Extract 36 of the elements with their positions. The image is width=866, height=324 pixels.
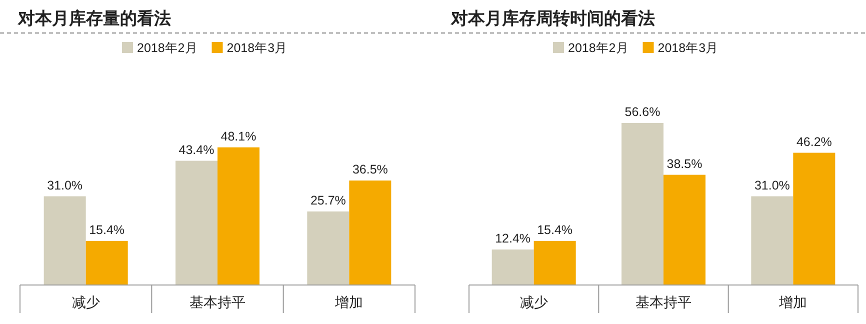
bar — [664, 174, 706, 285]
bar — [86, 240, 128, 285]
bar — [534, 240, 576, 285]
data-label: 56.6% — [624, 105, 660, 119]
chart-title: 对本月库存量的看法 — [17, 9, 171, 28]
data-label: 31.0% — [47, 178, 83, 192]
data-label: 48.1% — [220, 129, 256, 144]
data-label: 38.5% — [666, 156, 702, 171]
chart-title: 对本月库存周转时间的看法 — [450, 9, 655, 28]
data-label: 15.4% — [89, 222, 125, 237]
bar — [622, 123, 664, 285]
legend-label: 2018年3月 — [226, 41, 288, 55]
data-label: 12.4% — [495, 232, 531, 246]
x-tick-label: 减少 — [520, 294, 548, 310]
bar — [176, 160, 218, 285]
bar — [793, 152, 836, 285]
bar — [307, 211, 350, 285]
x-tick-label: 减少 — [72, 294, 100, 310]
data-label: 46.2% — [796, 134, 832, 149]
legend-label: 2018年3月 — [658, 41, 719, 55]
x-tick-label: 增加 — [778, 294, 808, 310]
x-tick-label: 增加 — [334, 294, 364, 310]
data-label: 25.7% — [310, 193, 346, 208]
data-label: 15.4% — [537, 222, 573, 237]
bar — [751, 196, 794, 285]
x-tick-label: 基本持平 — [636, 294, 692, 310]
legend-label: 2018年2月 — [568, 41, 629, 55]
data-label: 43.4% — [178, 142, 214, 157]
data-label: 31.0% — [754, 178, 790, 192]
bar — [218, 147, 260, 285]
legend-label: 2018年2月 — [137, 41, 198, 55]
data-label: 36.5% — [352, 162, 388, 177]
bar — [349, 180, 392, 285]
bar — [44, 196, 86, 285]
x-tick-label: 基本持平 — [190, 294, 246, 310]
bar — [492, 250, 534, 285]
